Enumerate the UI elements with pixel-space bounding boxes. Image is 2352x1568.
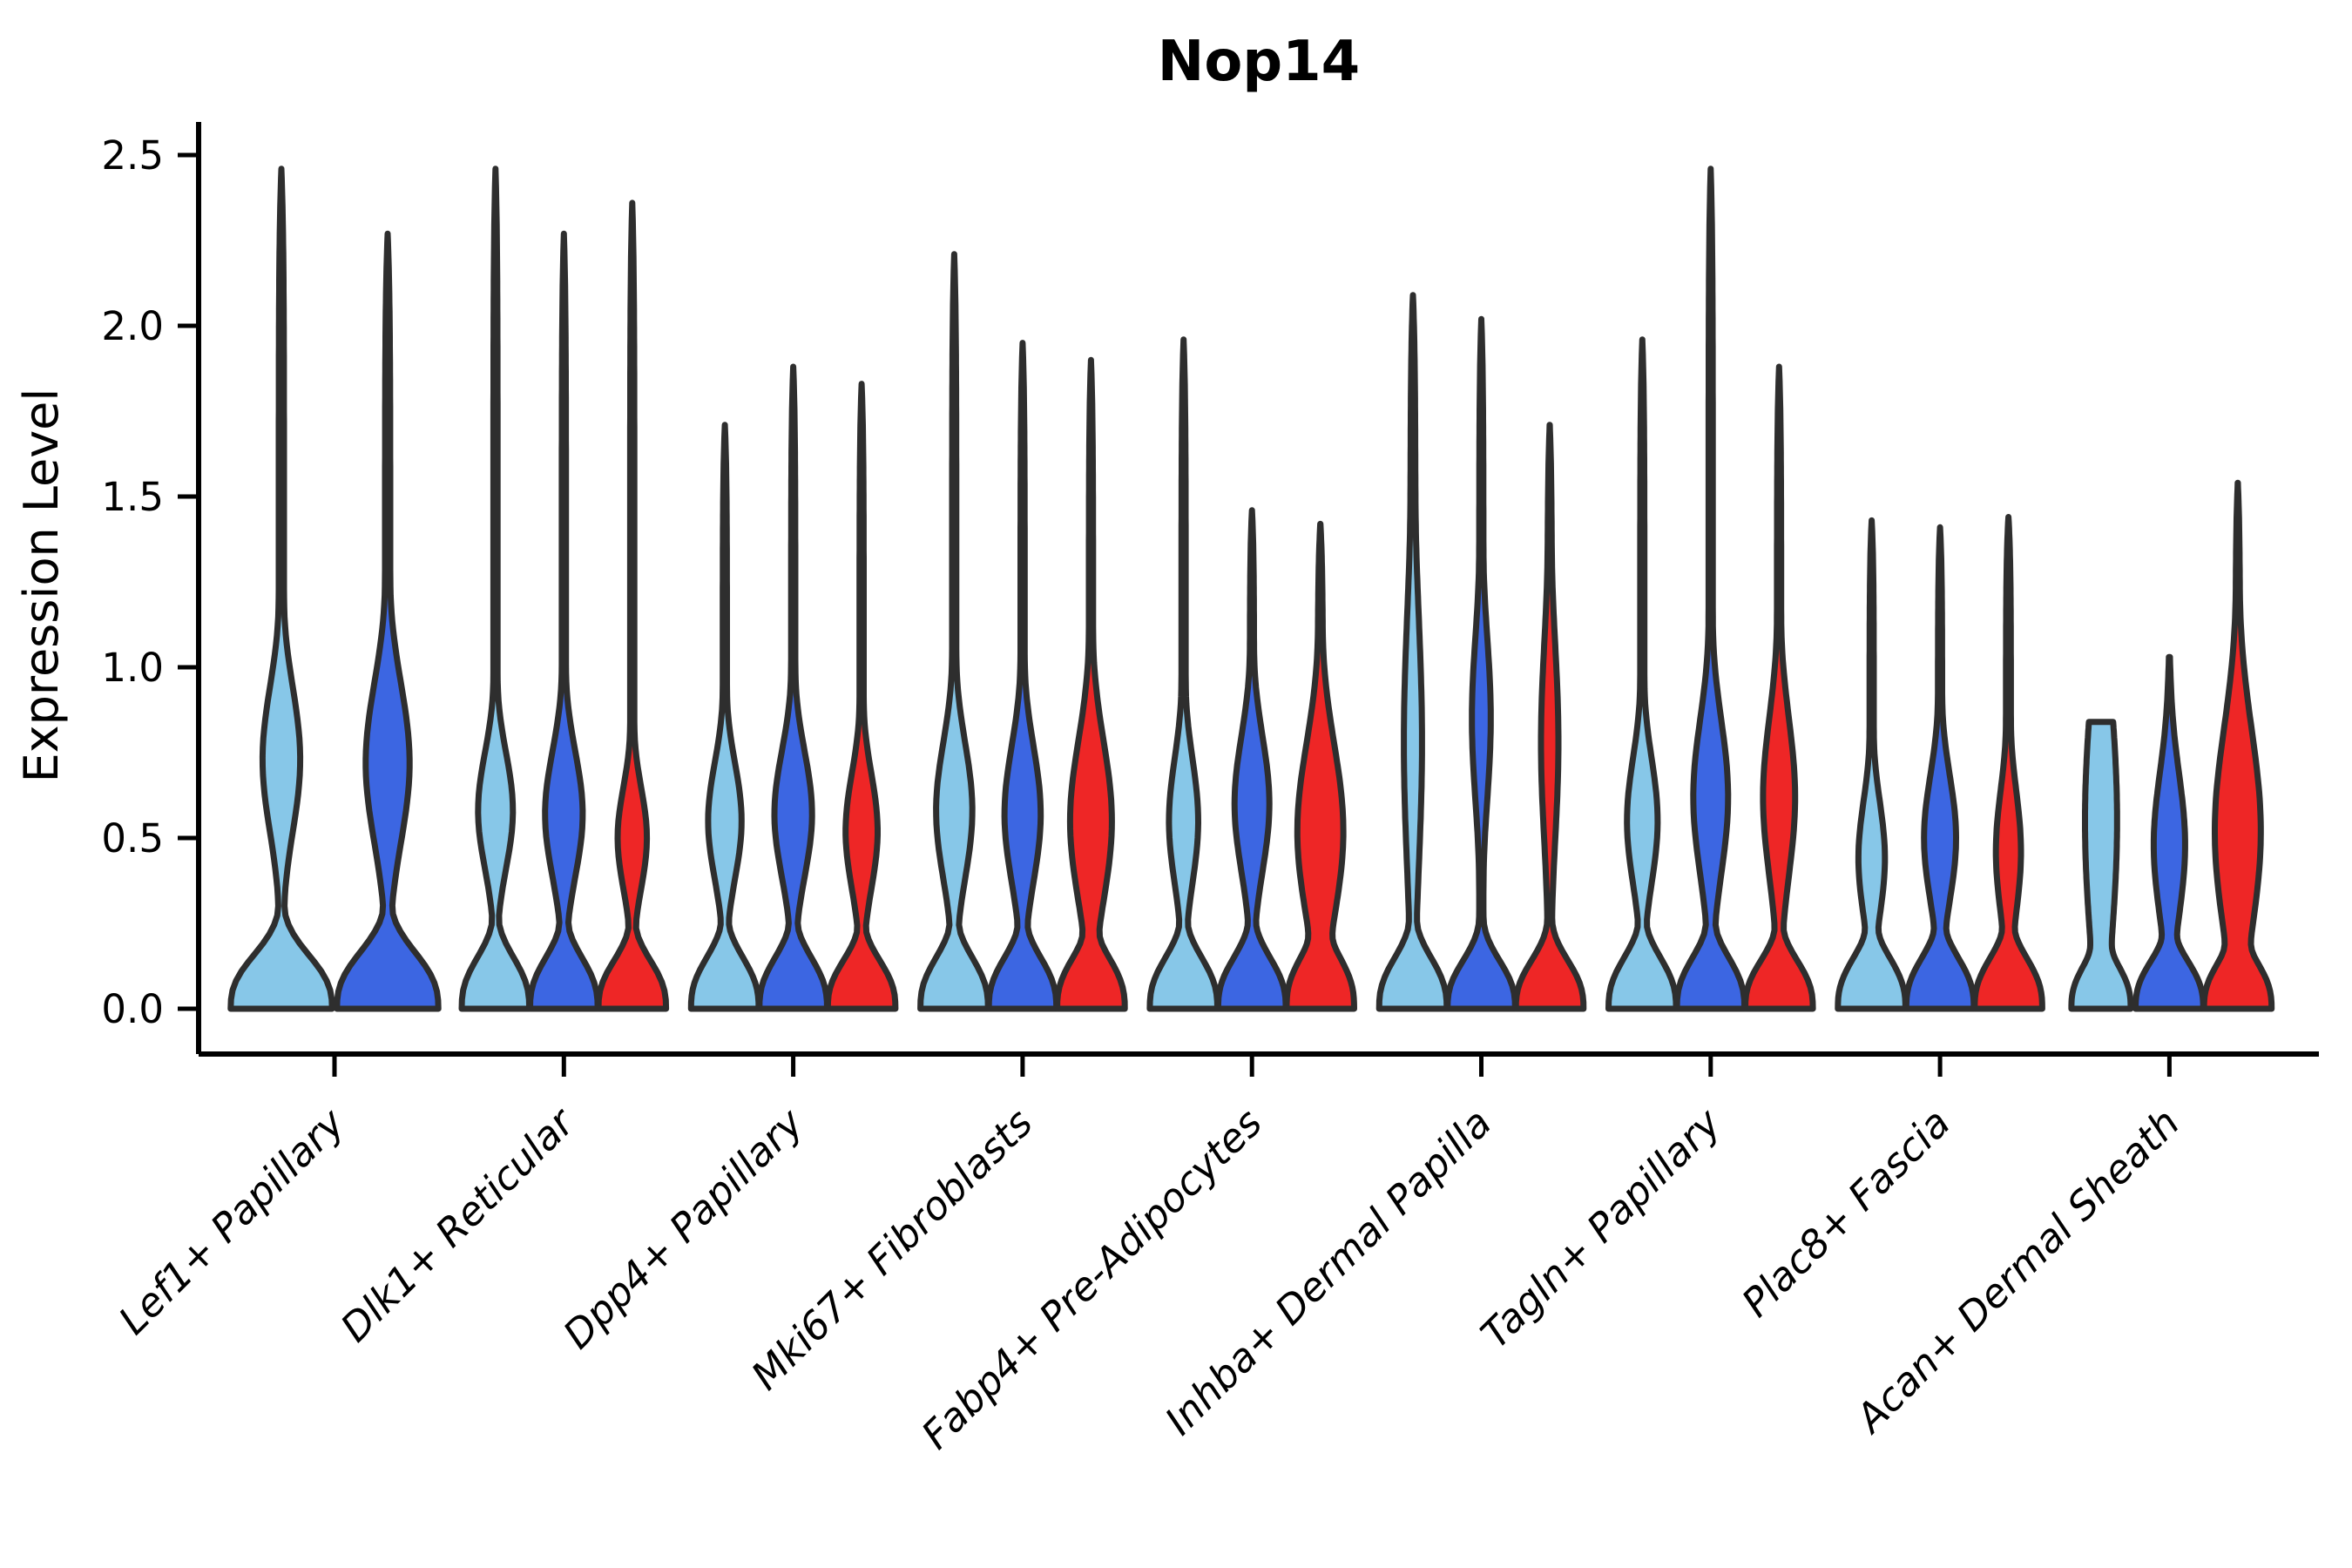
- violin-tagln-papillary-red: [1742, 363, 1816, 1012]
- x-tick-label-dlk1-reticular: Dlk1+ Reticular: [332, 1098, 585, 1351]
- x-tick-label-dpp4-papillary: Dpp4+ Papillary: [554, 1098, 813, 1357]
- y-tick-label-2.0: 2.0: [101, 303, 164, 349]
- violin-dpp4-papillary-light_blue: [687, 422, 762, 1012]
- violin-tagln-papillary-royal_blue: [1673, 166, 1748, 1012]
- violin-dlk1-reticular-royal_blue: [527, 230, 601, 1012]
- y-tick-label-0.5: 0.5: [101, 815, 164, 862]
- violin-lef1-papillary-royal_blue: [334, 230, 442, 1012]
- y-tick-label-0.0: 0.0: [101, 986, 164, 1032]
- violin-acan-dermal-sheath-royal_blue: [2132, 653, 2207, 1012]
- violin-plac8-fascia-light_blue: [1835, 517, 1909, 1012]
- violin-fabp4-pre-adipocytes-red: [1283, 520, 1357, 1012]
- violin-fabp4-pre-adipocytes-light_blue: [1146, 336, 1220, 1012]
- y-tick-label-2.5: 2.5: [101, 132, 164, 179]
- violin-fabp4-pre-adipocytes-royal_blue: [1214, 507, 1289, 1012]
- violin-acan-dermal-sheath-red: [2200, 479, 2275, 1012]
- y-tick-label-1.0: 1.0: [101, 645, 164, 691]
- violin-plac8-fascia-red: [1971, 514, 2045, 1012]
- violin-dpp4-papillary-royal_blue: [756, 363, 830, 1012]
- chart-title: Nop14: [1158, 30, 1360, 94]
- x-tick-label-plac8-fascia: Plac8+ Fascia: [1733, 1099, 1959, 1326]
- violin-inhba-dermal-papilla-red: [1512, 422, 1587, 1012]
- violin-lef1-papillary-light_blue: [227, 166, 335, 1012]
- x-tick-label-lef1-papillary: Lef1+ Papillary: [110, 1098, 355, 1343]
- violin-mki67-fibroblasts-royal_blue: [985, 340, 1060, 1012]
- violin-plac8-fascia-royal_blue: [1903, 524, 1977, 1012]
- violin-dpp4-papillary-red: [824, 381, 899, 1012]
- violin-mki67-fibroblasts-light_blue: [917, 251, 991, 1012]
- violin-tagln-papillary-light_blue: [1605, 336, 1680, 1012]
- violin-inhba-dermal-papilla-royal_blue: [1444, 315, 1518, 1012]
- y-axis-label: Expression Level: [14, 389, 69, 783]
- violin-dlk1-reticular-red: [595, 199, 670, 1012]
- violin-dlk1-reticular-light_blue: [458, 166, 533, 1012]
- violin-mki67-fibroblasts-red: [1054, 356, 1128, 1012]
- violins-layer: [227, 166, 2275, 1012]
- violin-inhba-dermal-papilla-light_blue: [1375, 292, 1450, 1012]
- violin-acan-dermal-sheath-light_blue: [2068, 719, 2134, 1012]
- x-tick-label-tagln-papillary: Tagln+ Papillary: [1472, 1098, 1731, 1357]
- y-tick-label-1.5: 1.5: [101, 474, 164, 520]
